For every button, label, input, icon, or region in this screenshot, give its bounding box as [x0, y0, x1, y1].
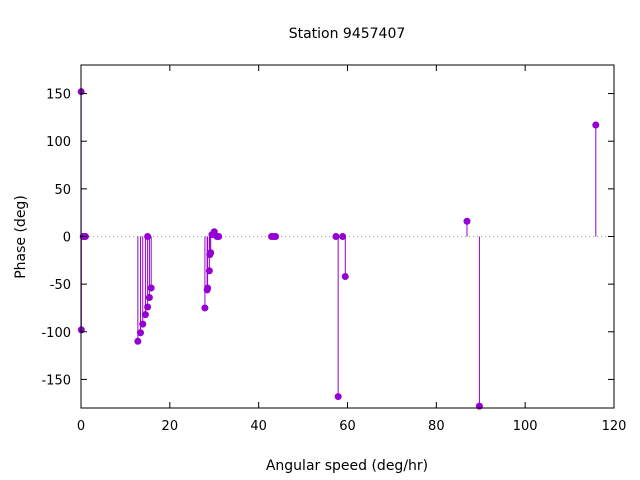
data-point [207, 249, 215, 257]
data-point [145, 293, 153, 301]
data-point [201, 304, 209, 312]
impulse-lines [80, 91, 597, 407]
data-point [141, 311, 149, 319]
x-axis-label: Angular speed (deg/hr) [266, 458, 428, 474]
plot-frame [80, 64, 615, 409]
data-point [215, 233, 223, 240]
data-point [147, 284, 155, 292]
y-tick-label: -50 [50, 278, 71, 293]
y-tick-label: 100 [46, 135, 71, 150]
data-point [341, 273, 349, 281]
data-point [272, 233, 280, 240]
data-point [134, 337, 142, 345]
x-tick-label: 0 [77, 419, 85, 434]
data-point [139, 320, 147, 328]
y-tick-label: 150 [46, 88, 71, 103]
data-point [475, 402, 483, 410]
x-tick-label: 60 [339, 419, 356, 434]
x-tick-label: 80 [428, 419, 445, 434]
y-axis-label: Phase (deg) [13, 195, 29, 279]
y-tick-label: 0 [63, 231, 71, 246]
y-axis-ticks: -150 -100 -50 0 50 100 150 [41, 88, 614, 388]
x-tick-label: 120 [602, 419, 627, 434]
data-point [204, 284, 212, 292]
data-point [144, 233, 152, 240]
data-point [137, 329, 145, 337]
data-point [332, 233, 340, 240]
y-tick-label: -150 [41, 373, 71, 388]
x-tick-label: 20 [162, 419, 179, 434]
y-tick-label: 50 [54, 183, 71, 198]
data-point [463, 217, 471, 225]
x-tick-label: 100 [513, 419, 538, 434]
data-point [205, 267, 213, 275]
y-tick-label: -100 [41, 326, 71, 341]
chart-title: Station 9457407 [289, 26, 406, 42]
x-tick-label: 40 [250, 419, 267, 434]
data-point [144, 303, 152, 311]
data-point [334, 393, 342, 401]
x-axis-ticks: 0 20 40 60 80 100 120 [77, 65, 627, 434]
data-point [592, 121, 600, 129]
data-point [339, 233, 347, 240]
